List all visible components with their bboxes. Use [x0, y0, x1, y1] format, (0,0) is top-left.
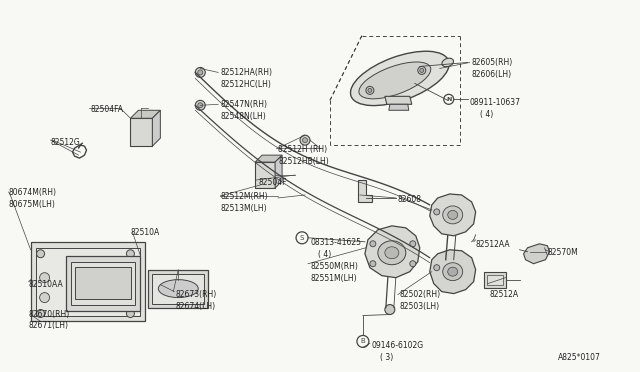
Text: 08911-10637: 08911-10637 [470, 98, 521, 108]
Text: S: S [300, 235, 304, 241]
Text: 82510AA: 82510AA [29, 280, 63, 289]
Text: ( 4): ( 4) [318, 250, 332, 259]
Ellipse shape [434, 209, 440, 215]
Text: 82512HC(LH): 82512HC(LH) [220, 80, 271, 89]
Text: 82550M(RH): 82550M(RH) [310, 262, 358, 271]
Text: 82512AA: 82512AA [476, 240, 510, 249]
Ellipse shape [443, 206, 463, 224]
Text: 82503(LH): 82503(LH) [400, 302, 440, 311]
Text: ( 3): ( 3) [380, 353, 393, 362]
Polygon shape [385, 96, 412, 104]
Text: 82570M: 82570M [547, 248, 579, 257]
Ellipse shape [434, 265, 440, 271]
Text: B: B [360, 339, 365, 344]
Bar [484, 272, 506, 288]
Ellipse shape [359, 62, 431, 99]
Text: 80674M(RH): 80674M(RH) [9, 188, 57, 197]
Text: 82673(RH): 82673(RH) [175, 290, 216, 299]
Bar [255, 162, 275, 188]
Polygon shape [131, 110, 161, 118]
Ellipse shape [36, 310, 45, 318]
Polygon shape [430, 250, 476, 294]
Ellipse shape [40, 293, 49, 302]
Bar [131, 118, 152, 146]
Text: 82512G: 82512G [51, 138, 81, 147]
Ellipse shape [442, 58, 454, 67]
Text: 09146-6102G: 09146-6102G [372, 341, 424, 350]
Polygon shape [152, 110, 161, 146]
Text: 82551M(LH): 82551M(LH) [310, 274, 356, 283]
Ellipse shape [443, 263, 463, 280]
Text: 82512H (RH): 82512H (RH) [278, 145, 327, 154]
Bar [152, 274, 204, 304]
Text: 82670(RH): 82670(RH) [29, 310, 70, 318]
Text: ( 4): ( 4) [479, 110, 493, 119]
Ellipse shape [368, 89, 372, 92]
Bar [65, 256, 140, 311]
Text: 82512HB(LH): 82512HB(LH) [278, 157, 329, 166]
Text: 82510A: 82510A [131, 228, 159, 237]
Ellipse shape [366, 86, 374, 94]
Ellipse shape [448, 211, 458, 219]
Ellipse shape [357, 336, 369, 347]
Bar [486, 275, 502, 285]
Text: 82548N(LH): 82548N(LH) [220, 112, 266, 121]
Bar [31, 242, 145, 321]
Text: 82513M(LH): 82513M(LH) [220, 204, 267, 213]
Text: 82606(LH): 82606(LH) [472, 70, 512, 80]
Polygon shape [275, 155, 282, 188]
Ellipse shape [420, 68, 424, 73]
Text: 82547N(RH): 82547N(RH) [220, 100, 268, 109]
Text: 82671(LH): 82671(LH) [29, 321, 68, 330]
Bar [36, 248, 140, 315]
Polygon shape [365, 226, 420, 278]
Ellipse shape [198, 103, 203, 108]
Ellipse shape [300, 135, 310, 145]
Bar [70, 262, 136, 305]
Ellipse shape [303, 138, 308, 143]
Ellipse shape [378, 241, 406, 265]
Text: A825*0107: A825*0107 [557, 353, 600, 362]
Bar [74, 267, 131, 299]
Ellipse shape [418, 67, 426, 74]
Ellipse shape [370, 261, 376, 267]
Polygon shape [430, 194, 476, 236]
Ellipse shape [351, 51, 449, 106]
Ellipse shape [127, 310, 134, 318]
Polygon shape [524, 244, 550, 264]
Text: 82504F: 82504F [258, 178, 287, 187]
Text: 80675M(LH): 80675M(LH) [9, 200, 56, 209]
Text: N: N [446, 97, 451, 102]
Text: 82512M(RH): 82512M(RH) [220, 192, 268, 201]
Ellipse shape [195, 100, 205, 110]
Ellipse shape [410, 261, 416, 267]
Text: 82502(RH): 82502(RH) [400, 290, 441, 299]
Text: 82674(LH): 82674(LH) [175, 302, 216, 311]
Ellipse shape [370, 241, 376, 247]
Ellipse shape [195, 67, 205, 77]
Ellipse shape [410, 241, 416, 247]
Text: 82504FA: 82504FA [90, 105, 124, 114]
Polygon shape [358, 180, 372, 202]
Ellipse shape [40, 273, 49, 283]
Ellipse shape [385, 305, 395, 314]
Text: 08313-41625: 08313-41625 [310, 238, 361, 247]
Text: 82512HA(RH): 82512HA(RH) [220, 68, 272, 77]
Ellipse shape [444, 94, 454, 104]
Polygon shape [389, 104, 409, 110]
Ellipse shape [36, 250, 45, 258]
Text: 82605(RH): 82605(RH) [472, 58, 513, 67]
Ellipse shape [385, 247, 399, 259]
Polygon shape [255, 155, 282, 162]
Ellipse shape [296, 232, 308, 244]
Ellipse shape [158, 280, 198, 298]
Text: 82512A: 82512A [490, 290, 519, 299]
Ellipse shape [198, 70, 203, 75]
Ellipse shape [448, 267, 458, 276]
Bar [148, 270, 208, 308]
Ellipse shape [127, 250, 134, 258]
Text: 82608: 82608 [398, 195, 422, 204]
